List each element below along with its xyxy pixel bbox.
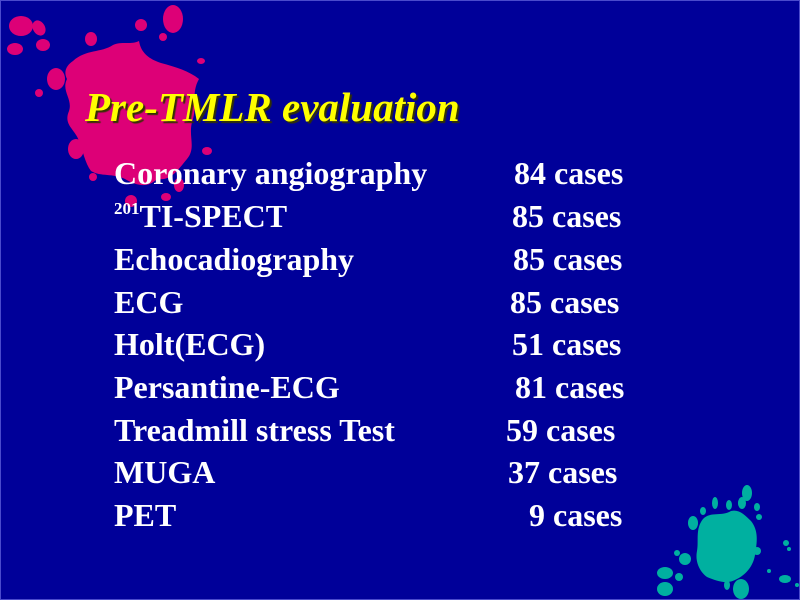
item-label: Holt(ECG): [114, 326, 266, 362]
item-value: 81 cases: [515, 369, 625, 405]
item-label: Echocadiography: [114, 241, 355, 277]
item-value: 85 cases: [512, 198, 622, 234]
isotope-superscript: 201: [114, 199, 140, 218]
item-label: ECG: [114, 284, 184, 320]
item-value: 84 cases: [514, 155, 624, 191]
item-label: 201TI-SPECT: [114, 198, 287, 234]
item-value: 37 cases: [508, 454, 618, 490]
item-value: 51 cases: [512, 326, 622, 362]
item-value: 85 cases: [510, 284, 620, 320]
item-value: 9 cases: [529, 497, 623, 533]
item-value: 85 cases: [513, 241, 623, 277]
item-label: Coronary angiography: [114, 155, 428, 191]
item-label: MUGA: [114, 454, 216, 490]
item-label: Persantine-ECG: [114, 369, 340, 405]
magenta-splash-decoration: [7, 5, 212, 207]
item-label: Treadmill stress Test: [114, 412, 395, 448]
item-label-text: TI-SPECT: [139, 198, 288, 234]
item-value: 59 cases: [506, 412, 616, 448]
slide-title: Pre-TMLR evaluation: [85, 84, 460, 130]
teal-splash-decoration: [657, 485, 799, 599]
item-label: PET: [114, 497, 177, 533]
